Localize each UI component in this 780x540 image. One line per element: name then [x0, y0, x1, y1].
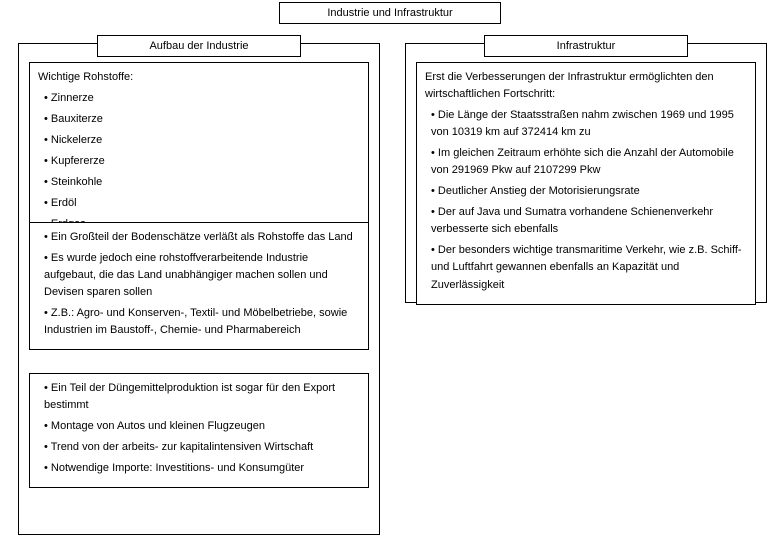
list-item: • Zinnerze	[38, 90, 360, 107]
list-item-text: Im gleichen Zeitraum erhöhte sich die An…	[431, 147, 734, 176]
list-item-text: Trend von der arbeits- zur kapitalintens…	[51, 441, 313, 453]
list-item-text: Notwendige Importe: Investitions- und Ko…	[51, 462, 304, 474]
list-item: • Bauxiterze	[38, 111, 360, 128]
list-item: • Die Länge der Staatsstraßen nahm zwisc…	[425, 107, 747, 141]
list-item-text: Zinnerze	[51, 92, 94, 104]
header-title: Industrie und Infrastruktur	[327, 7, 452, 19]
left-section3: • Ein Teil der Düngemittelproduktion ist…	[29, 373, 369, 488]
list-item-text: Die Länge der Staatsstraßen nahm zwische…	[431, 109, 734, 138]
left-title: Aufbau der Industrie	[149, 40, 248, 52]
list-item: • Der besonders wichtige transmaritime V…	[425, 242, 747, 293]
list-item: • Montage von Autos und kleinen Flugzeug…	[38, 418, 360, 435]
list-item: • Erdöl	[38, 195, 360, 212]
list-item: • Kupfererze	[38, 153, 360, 170]
list-item: • Steinkohle	[38, 174, 360, 191]
list-item: • Trend von der arbeits- zur kapitalinte…	[38, 439, 360, 456]
list-item: • Z.B.: Agro- und Konserven-, Textil- un…	[38, 305, 360, 339]
list-item-text: Kupfererze	[51, 155, 105, 167]
list-item: • Notwendige Importe: Investitions- und …	[38, 460, 360, 477]
list-item-text: Der auf Java und Sumatra vorhandene Schi…	[431, 206, 713, 235]
list-item-text: Ein Großteil der Bodenschätze verläßt al…	[51, 231, 353, 243]
right-intro: Erst die Verbesserungen der Infrastruktu…	[425, 69, 747, 103]
list-item-text: Es wurde jedoch eine rohstoffverarbeiten…	[44, 252, 328, 298]
left-title-box: Aufbau der Industrie	[97, 35, 301, 57]
left-section2: • Ein Großteil der Bodenschätze verläßt …	[29, 222, 369, 350]
list-item-text: Deutlicher Anstieg der Motorisierungsrat…	[438, 185, 640, 197]
list-item-text: Montage von Autos und kleinen Flugzeugen	[51, 420, 265, 432]
list-item-text: Steinkohle	[51, 176, 102, 188]
list-item-text: Erdöl	[51, 197, 77, 209]
section1-heading: Wichtige Rohstoffe:	[38, 69, 360, 86]
right-content: Erst die Verbesserungen der Infrastruktu…	[416, 62, 756, 305]
list-item: • Der auf Java und Sumatra vorhandene Sc…	[425, 204, 747, 238]
list-item: • Nickelerze	[38, 132, 360, 149]
list-item: • Es wurde jedoch eine rohstoffverarbeit…	[38, 250, 360, 301]
list-item: • Ein Großteil der Bodenschätze verläßt …	[38, 229, 360, 246]
left-section1: Wichtige Rohstoffe: • Zinnerze • Bauxite…	[29, 62, 369, 244]
list-item-text: Z.B.: Agro- und Konserven-, Textil- und …	[44, 307, 347, 336]
list-item-text: Nickelerze	[51, 134, 102, 146]
list-item: • Deutlicher Anstieg der Motorisierungsr…	[425, 183, 747, 200]
list-item: • Im gleichen Zeitraum erhöhte sich die …	[425, 145, 747, 179]
right-title-box: Infrastruktur	[484, 35, 688, 57]
header-title-box: Industrie und Infrastruktur	[279, 2, 501, 24]
list-item: • Ein Teil der Düngemittelproduktion ist…	[38, 380, 360, 414]
list-item-text: Bauxiterze	[51, 113, 103, 125]
list-item-text: Ein Teil der Düngemittelproduktion ist s…	[44, 382, 335, 411]
right-title: Infrastruktur	[557, 40, 616, 52]
list-item-text: Der besonders wichtige transmaritime Ver…	[431, 244, 742, 290]
